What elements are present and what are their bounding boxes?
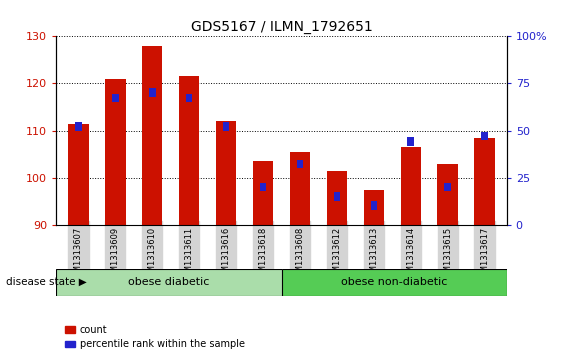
Legend: count, percentile rank within the sample: count, percentile rank within the sample: [61, 321, 248, 353]
Bar: [408, 137, 414, 146]
Bar: [444, 183, 451, 191]
Bar: [68, 123, 88, 225]
Bar: [481, 132, 488, 140]
Bar: [437, 164, 458, 225]
Bar: [149, 88, 155, 97]
Bar: [327, 171, 347, 225]
Bar: [105, 79, 126, 225]
Bar: [253, 161, 273, 225]
Bar: [297, 160, 303, 168]
Bar: [75, 122, 82, 131]
Bar: [475, 138, 495, 225]
Text: disease state ▶: disease state ▶: [6, 277, 86, 287]
Bar: [370, 201, 377, 210]
Bar: [260, 183, 266, 191]
Bar: [223, 122, 229, 131]
Bar: [400, 147, 421, 225]
Bar: [216, 121, 236, 225]
FancyBboxPatch shape: [282, 269, 507, 296]
Title: GDS5167 / ILMN_1792651: GDS5167 / ILMN_1792651: [191, 20, 372, 34]
Text: obese non-diabetic: obese non-diabetic: [341, 277, 447, 287]
Bar: [364, 189, 384, 225]
Bar: [179, 76, 199, 225]
Bar: [142, 46, 163, 225]
Text: obese diabetic: obese diabetic: [128, 277, 209, 287]
FancyBboxPatch shape: [56, 269, 282, 296]
Bar: [290, 152, 310, 225]
Bar: [186, 94, 193, 102]
Bar: [112, 94, 119, 102]
Bar: [334, 192, 340, 200]
